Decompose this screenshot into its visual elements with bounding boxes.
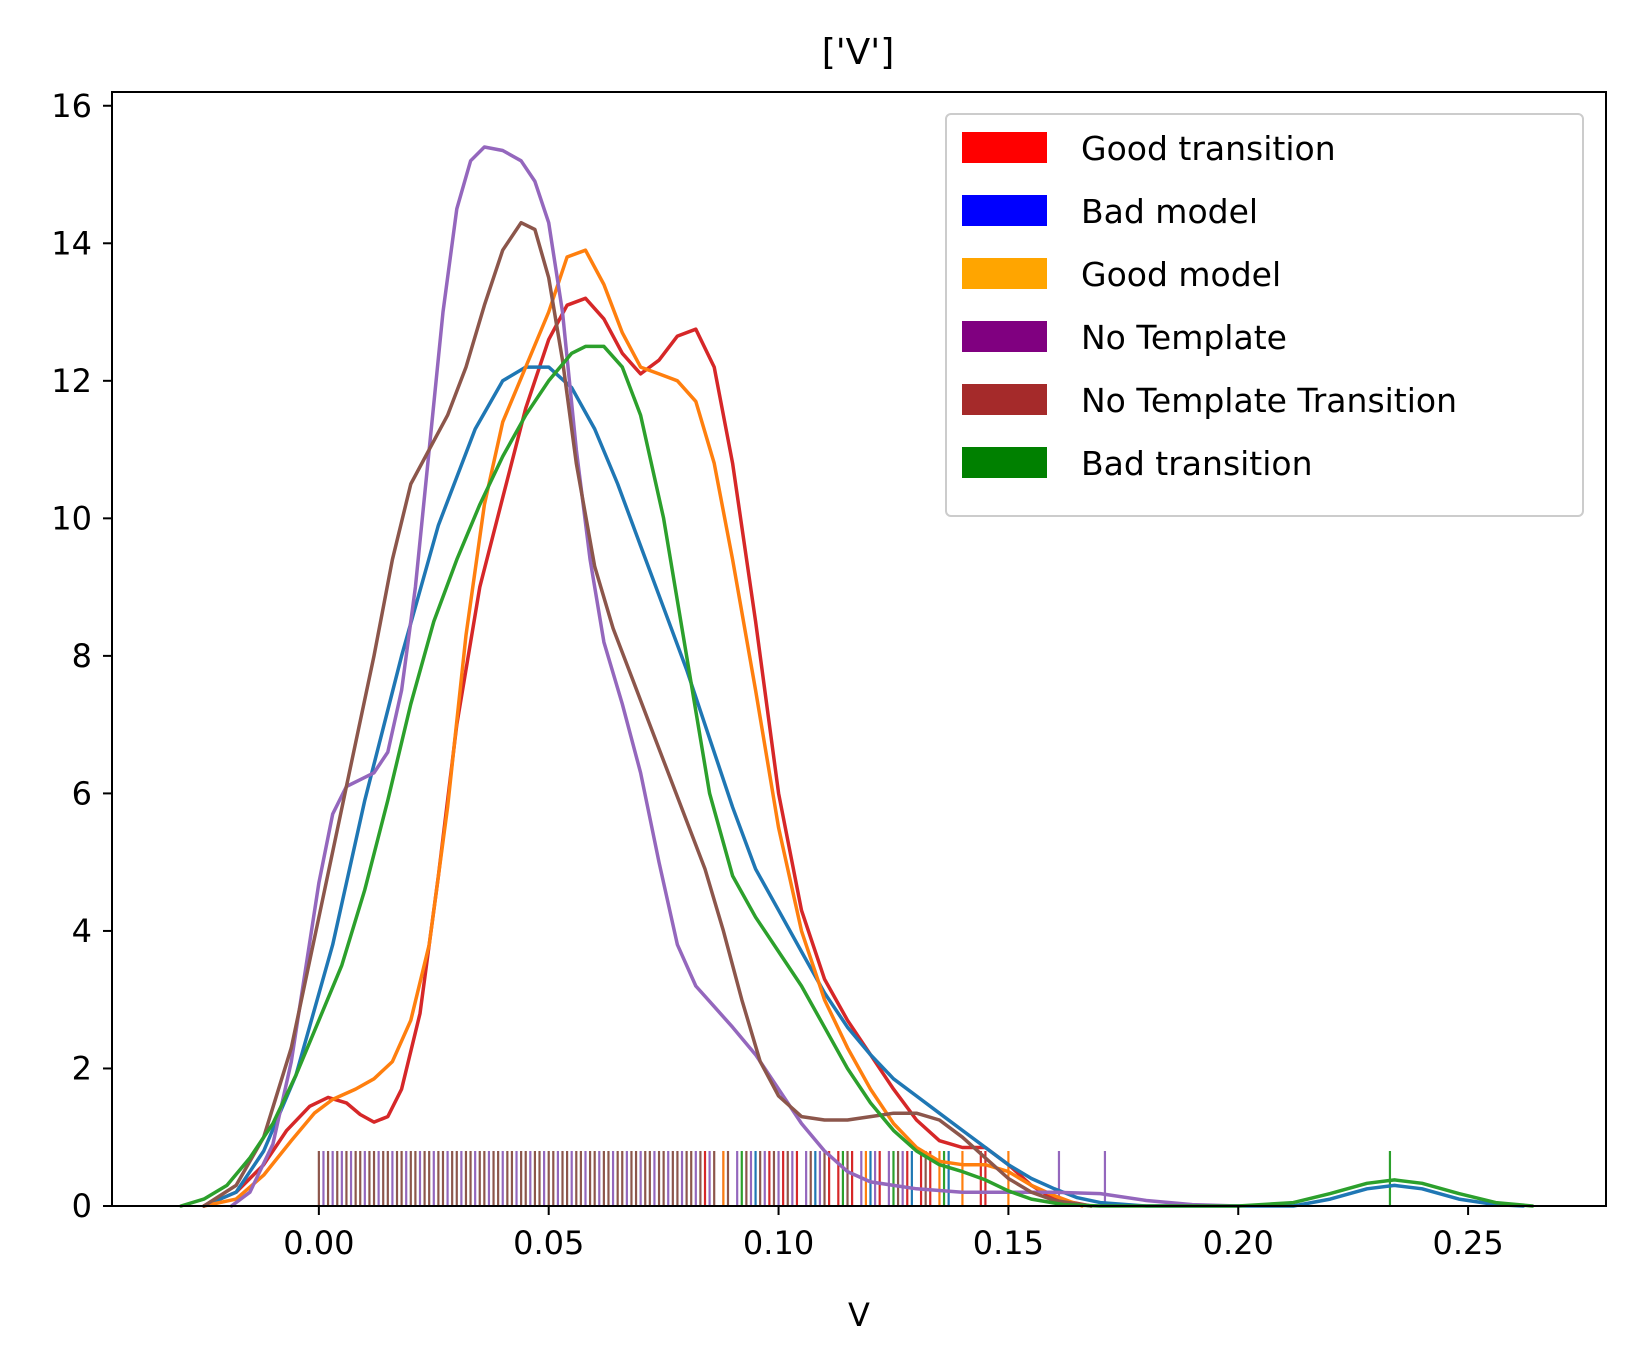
legend-swatch-4 [962,384,1047,415]
density-curve-3 [229,145,1240,1208]
x-tick-label-2: 0.10 [743,1224,814,1262]
legend-label-3: No Template [1081,318,1287,357]
x-tick-label-3: 0.15 [973,1224,1044,1262]
y-tick-label-0: 0 [72,1187,92,1225]
legend: Good transition Bad model Good model No Tem… [945,113,1584,517]
y-tick-label-2: 4 [72,912,92,950]
legend-swatch-0 [962,132,1047,163]
chart-title: ['V'] [822,32,895,73]
density-curve-4 [202,220,1093,1208]
x-axis-label: V [848,1296,870,1334]
y-tick-label-7: 14 [51,224,92,262]
legend-swatch-3 [962,321,1047,352]
x-tick-label-4: 0.20 [1203,1224,1274,1262]
y-axis: 0 2 4 6 8 10 12 14 16 [51,87,112,1225]
y-tick-label-4: 8 [72,637,92,675]
y-tick-label-5: 10 [51,499,92,537]
legend-box [945,113,1584,517]
legend-label-1: Bad model [1081,192,1258,231]
x-tick-label-5: 0.25 [1432,1224,1503,1262]
legend-label-4: No Template Transition [1081,381,1457,420]
x-axis: 0.00 0.05 0.10 0.15 0.20 0.25 [283,1206,1504,1262]
density-curve-2 [202,248,1084,1208]
y-tick-label-1: 2 [72,1049,92,1087]
legend-label-2: Good model [1081,255,1281,294]
x-tick-label-0: 0.00 [283,1224,354,1262]
legend-swatch-1 [962,195,1047,226]
series-layer [179,145,1535,1208]
legend-label-5: Bad transition [1081,444,1313,483]
plot-area-frame [111,91,1607,1207]
y-tick-label-6: 12 [51,362,92,400]
legend-label-0: Good transition [1081,129,1336,168]
x-tick-label-1: 0.05 [513,1224,584,1262]
legend-swatch-5 [962,447,1047,478]
y-tick-label-3: 6 [72,774,92,812]
density-curve-0 [202,296,1093,1208]
rug-layer [317,1150,1392,1206]
y-tick-label-8: 16 [51,87,92,125]
legend-swatch-2 [962,258,1047,289]
